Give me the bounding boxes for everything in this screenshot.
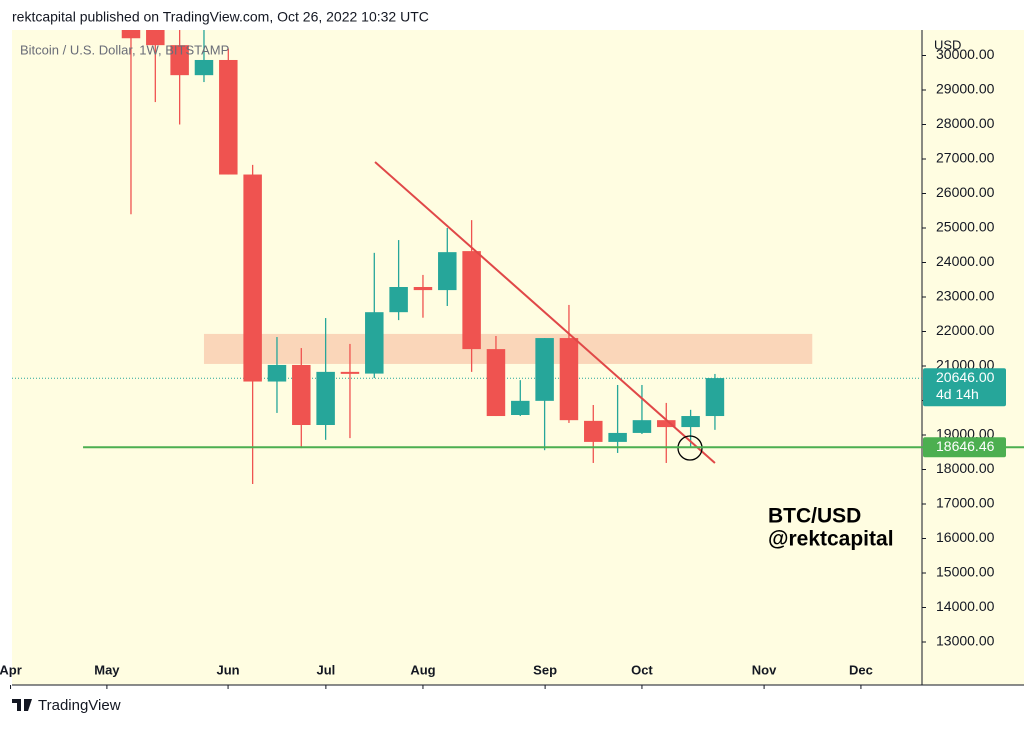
- y-tick-label: 15000.00: [936, 564, 995, 580]
- y-tick-label: 23000.00: [936, 288, 995, 304]
- candle-body: [705, 378, 725, 417]
- x-tick-label: Jun: [217, 662, 240, 677]
- candle-body: [681, 416, 700, 428]
- x-tick-label: Aug: [410, 662, 435, 677]
- resistance-zone: [203, 333, 813, 364]
- candle-body: [462, 251, 481, 350]
- y-tick-label: 16000.00: [936, 529, 995, 545]
- y-tick-label: 18000.00: [936, 460, 995, 476]
- candle-body: [121, 30, 141, 39]
- y-tick-label: 29000.00: [936, 81, 995, 97]
- candle-body: [292, 364, 311, 426]
- candle-body: [365, 312, 384, 374]
- candle-body: [608, 432, 627, 442]
- support-price-box: [923, 437, 1006, 458]
- x-tick-label: Jul: [316, 662, 335, 677]
- y-tick-label: 30000.00: [936, 46, 995, 62]
- candle-body: [632, 420, 652, 433]
- x-tick-label: Oct: [631, 662, 653, 677]
- candle-body: [267, 364, 287, 382]
- y-tick-label: 26000.00: [936, 184, 995, 200]
- candle-body: [219, 59, 238, 175]
- candle-body: [535, 338, 554, 401]
- x-tick-label: Dec: [849, 662, 873, 677]
- y-tick-label: 13000.00: [936, 633, 995, 649]
- candle-body: [511, 400, 530, 415]
- y-tick-label: 24000.00: [936, 253, 995, 269]
- y-tick-label: 28000.00: [936, 115, 995, 131]
- candle-body: [438, 252, 457, 291]
- footer: TradingView: [38, 697, 121, 714]
- support-price-label: 18646.46: [936, 438, 995, 454]
- currency: USD: [934, 37, 961, 52]
- candle-body: [389, 286, 408, 313]
- candle-body: [243, 174, 262, 382]
- candle-body: [146, 30, 165, 46]
- last-price-box: [923, 368, 1006, 407]
- candle-body: [340, 371, 360, 374]
- countdown: 4d 14h: [936, 386, 979, 402]
- x-axis: Apr May Jun Jul Aug Sep Oct Nov Dec: [0, 662, 873, 689]
- symbol: Bitcoin / U.S. Dollar, 1W, BITSTAMP: [20, 42, 229, 57]
- plot-area: [12, 30, 922, 484]
- y-tick-label: 17000.00: [936, 495, 995, 511]
- y-tick-label: 22000.00: [936, 322, 995, 338]
- annotation: @rektcapital: [768, 528, 894, 551]
- y-tick-label: 27000.00: [936, 150, 995, 166]
- header: rektcapital published on TradingView.com…: [12, 9, 429, 25]
- x-tick-label: May: [94, 662, 120, 677]
- x-tick-label: Apr: [0, 662, 22, 677]
- tradingview-logo: TradingView: [12, 697, 121, 714]
- candle-body: [486, 349, 506, 417]
- candle-body: [584, 420, 603, 442]
- last-price-label: 20646.00: [936, 369, 995, 385]
- y-tick-label: 25000.00: [936, 219, 995, 235]
- x-tick-label: Sep: [533, 662, 557, 677]
- y-tick-label: 14000.00: [936, 598, 995, 614]
- candle-body: [316, 371, 335, 426]
- candle-body: [170, 45, 189, 76]
- x-tick-label: Nov: [752, 662, 777, 677]
- annotation: BTC/USD: [768, 505, 861, 528]
- candle-body: [657, 420, 676, 428]
- trendline: [374, 161, 716, 464]
- candle-body: [559, 338, 579, 421]
- candle-body: [194, 59, 214, 76]
- candle-body: [413, 286, 433, 291]
